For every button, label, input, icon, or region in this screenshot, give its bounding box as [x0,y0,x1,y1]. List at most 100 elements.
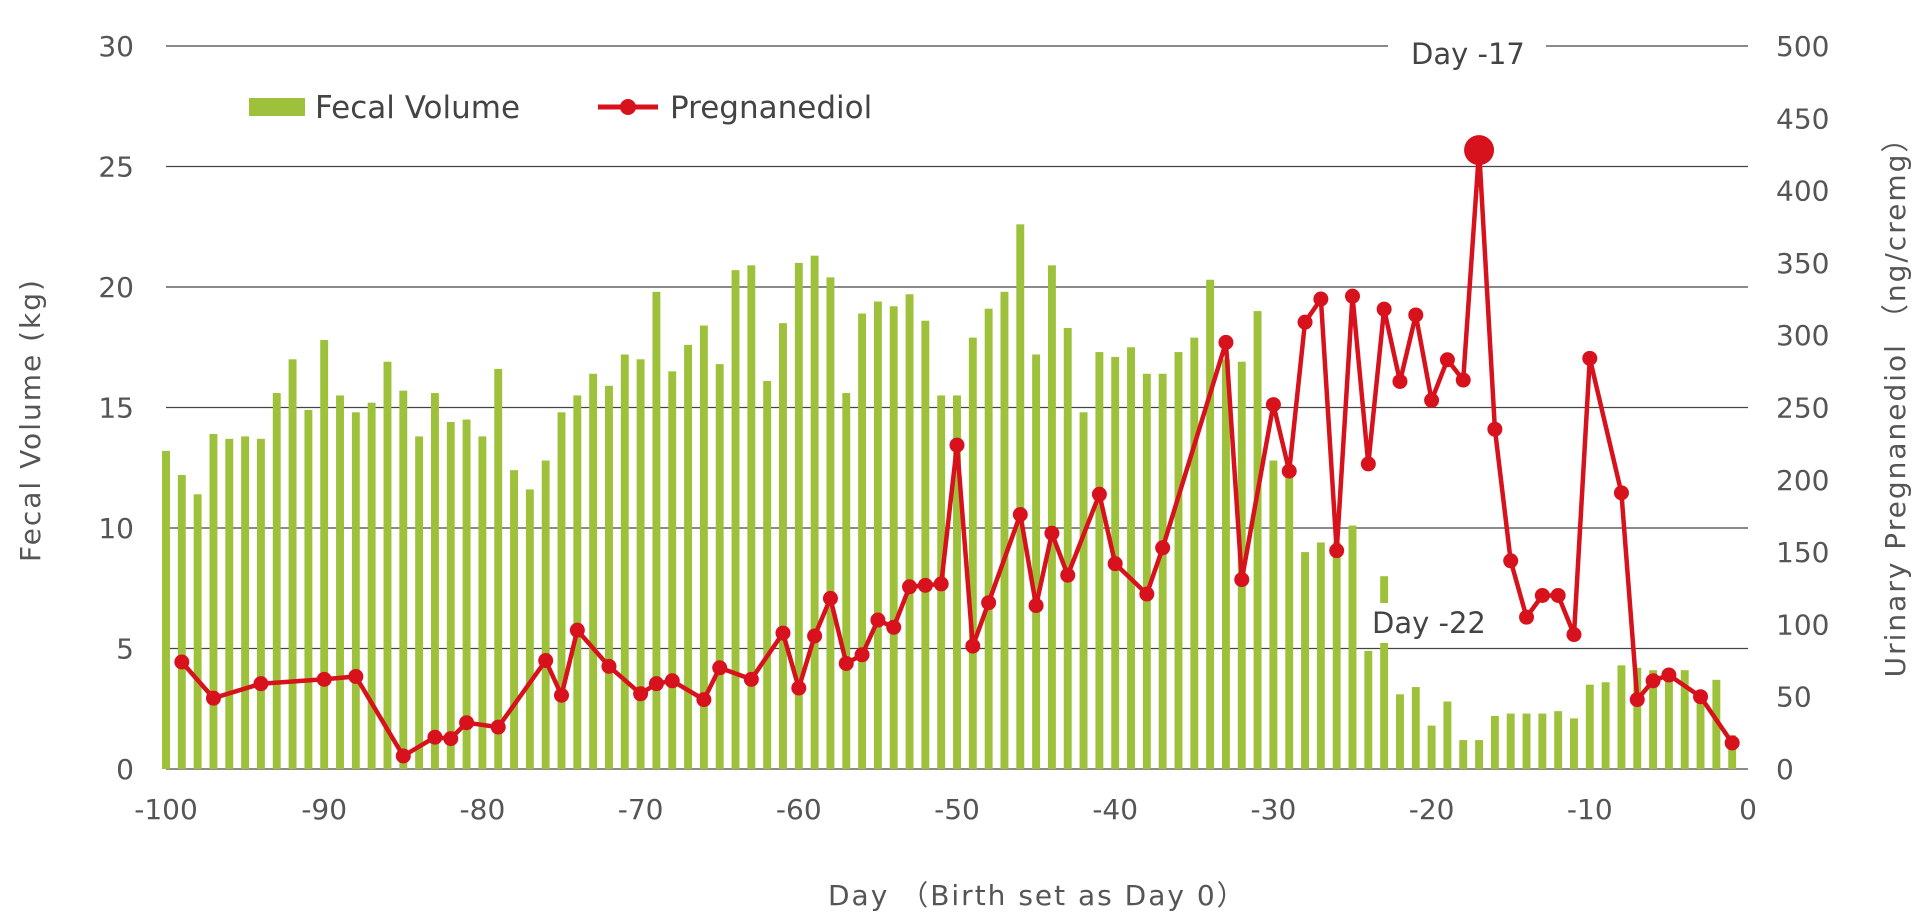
data-point [1645,673,1661,689]
bar [605,385,613,769]
bar [304,409,313,769]
data-point [1044,525,1060,541]
data-point [648,676,664,692]
bar [842,393,851,769]
y-left-tick-label: 20 [98,271,134,304]
bar [193,494,202,769]
data-point [775,625,791,641]
data-point [696,692,712,708]
bar [1696,694,1705,769]
x-tick-label: -70 [618,793,664,826]
bar [1269,460,1278,769]
y-right-tick-label: 250 [1776,392,1829,425]
bar [1475,740,1484,769]
bar [1348,525,1357,769]
fecal-volume-bars [162,224,1737,770]
bar [1617,665,1626,769]
y-right-tick-label: 150 [1776,536,1829,569]
bar [1459,740,1468,769]
bar [1016,224,1025,770]
bar [1032,354,1041,769]
bar [1047,265,1056,769]
bar [1633,667,1642,769]
bar [1712,679,1721,769]
x-tick-label: -10 [1567,793,1613,826]
bar [256,438,265,769]
bar [162,450,170,769]
bar [1538,713,1547,769]
data-point [1392,373,1408,389]
bar [177,474,186,769]
legend-label-pregnanediol: Pregnanediol [670,90,872,126]
data-point [807,628,823,644]
y-left-tick-label: 10 [98,512,134,545]
tick-labels: -100 -90 -80 -70 -60 -50 -40 -30 -20 -10 005101520… [98,30,1829,826]
data-point [1629,692,1645,708]
data-point [316,671,332,687]
bar [430,393,439,769]
data-point [1566,627,1582,643]
bar [1095,352,1104,769]
bar [1490,715,1499,769]
x-tick-label: -100 [134,793,198,826]
bar [351,412,360,769]
legend: Fecal Volume Pregnanediol [249,90,872,126]
data-point [1661,667,1677,683]
data-point [1265,397,1281,413]
bar [1411,687,1420,769]
y-left-tick-label: 0 [116,753,134,786]
data-point [1329,543,1345,559]
y-right-tick-label: 200 [1776,464,1829,497]
bar [415,436,424,769]
legend-swatch-fecal-volume [249,98,305,116]
x-tick-label: -40 [1092,793,1138,826]
data-point [1155,540,1171,556]
data-point [1408,307,1424,323]
bar [225,438,234,769]
bar [668,371,677,769]
bar [320,340,329,769]
y-right-tick-label: 400 [1776,175,1829,208]
y-right-tick-label: 0 [1776,753,1794,786]
bar [921,320,930,769]
bar [826,277,835,769]
bar [1000,291,1009,769]
legend-swatch-pregnanediol-marker [620,99,636,115]
y-right-tick-label: 100 [1776,608,1829,641]
bar [446,421,455,769]
y-left-tick-label: 30 [98,30,134,63]
bar [241,436,250,769]
bar [794,262,803,769]
x-tick-label: -60 [776,793,822,826]
data-point [1582,350,1598,366]
bar [1316,542,1325,769]
data-point [1107,556,1123,572]
data-point [664,673,680,689]
bar [1301,552,1309,769]
bar [1522,713,1531,769]
bar [1506,713,1515,769]
bar [620,354,629,769]
data-point [348,668,364,684]
bar [731,270,740,769]
x-tick-label: -30 [1251,793,1297,826]
data-point [1281,463,1297,479]
data-point [1424,392,1440,408]
bar [1127,347,1135,769]
bar [1585,684,1594,769]
data-point [1503,553,1519,569]
data-point [1028,598,1044,614]
data-point [1455,372,1471,388]
bar [1570,718,1578,769]
bar [383,361,392,769]
data-point [174,654,190,670]
data-point [1534,587,1550,603]
bar [1364,650,1373,769]
data-point [902,579,918,595]
data-point [917,577,933,593]
bar [541,460,550,769]
bar [636,359,645,769]
bar [336,395,344,769]
bar [494,368,503,769]
bar [573,395,582,769]
